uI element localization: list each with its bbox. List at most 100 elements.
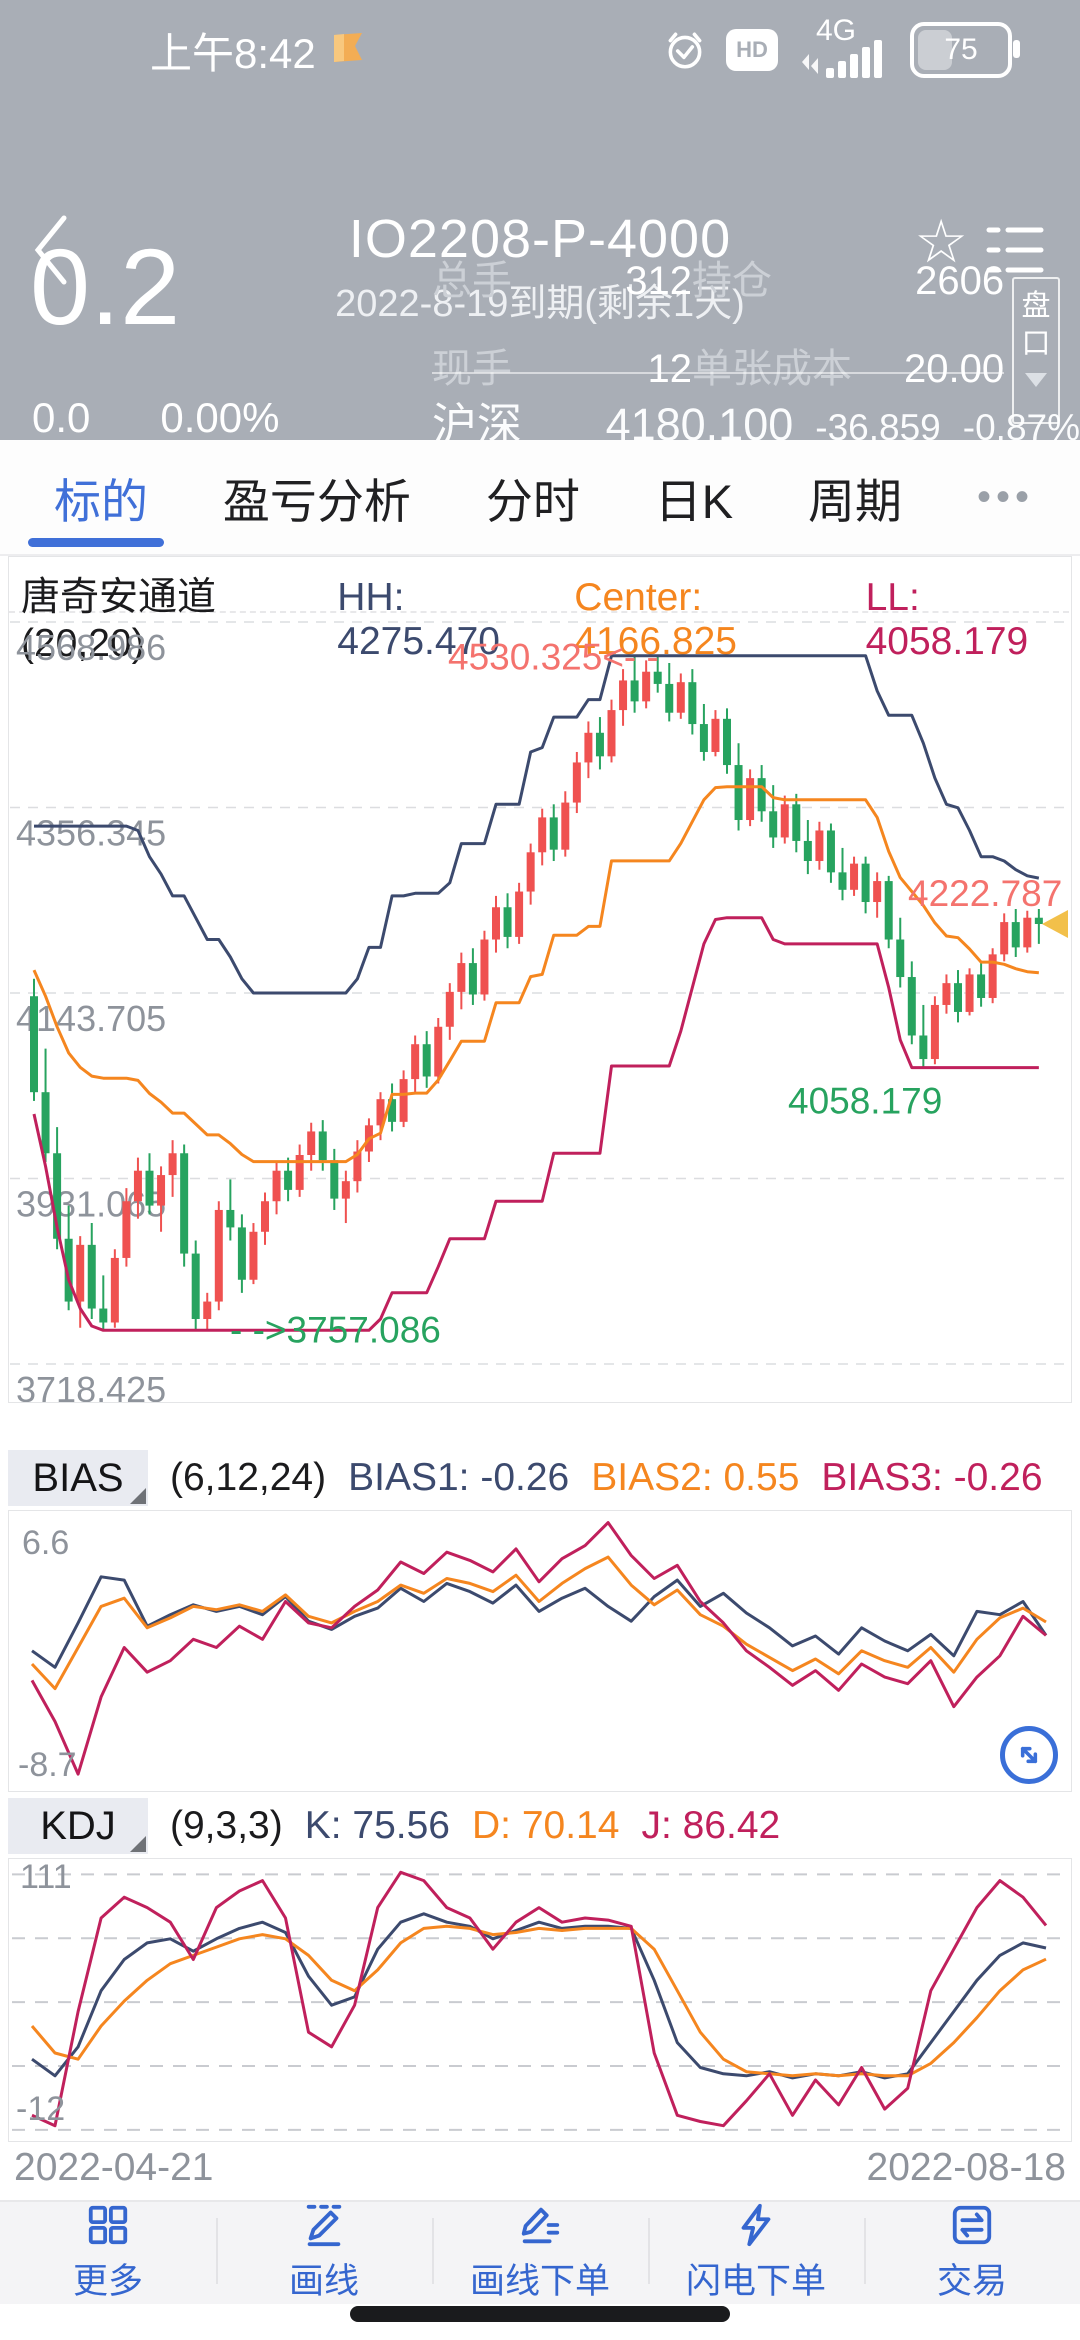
last-price: 0.2 <box>30 226 181 347</box>
top-panel: 上午8:42 HD 4G <box>0 0 1080 504</box>
start-date: 2022-04-21 <box>14 2146 214 2189</box>
kdj-chart-panel[interactable] <box>8 1858 1072 2142</box>
contract-title: IO2208-P-4000 <box>348 209 732 269</box>
price-change: 0.0 <box>32 394 91 441</box>
depth-panel-toggle[interactable]: 盘 口 <box>1012 277 1060 424</box>
chevron-down-icon <box>1025 373 1047 387</box>
main-chart-header: 唐奇安通道 (20,20) HH: 4275.470 Center: 4166.… <box>9 560 1069 665</box>
toolbar-label: 画线 <box>288 2262 359 2301</box>
depth-label: 盘 <box>1021 290 1051 322</box>
ll-value: LL: 4058.179 <box>865 576 1029 663</box>
svg-text:111: 111 <box>20 1858 72 1896</box>
hh-value: HH: 4275.470 <box>337 576 500 663</box>
bias-chart-panel[interactable] <box>8 1510 1072 1792</box>
contract-expiry: 2022-8-19到期(剩余1天) <box>335 283 745 325</box>
field-value: 20.00 <box>904 347 1005 391</box>
field-label: 单张成本 <box>692 347 852 391</box>
battery-percent: 75 <box>944 33 978 66</box>
svg-text:3718.425: 3718.425 <box>16 1369 166 1402</box>
note-flag-icon <box>333 33 362 62</box>
watchlist-menu-icon[interactable] <box>986 224 1044 276</box>
clock-time: 上午8:42 <box>150 29 316 77</box>
back-button[interactable] <box>30 212 74 288</box>
status-bar: 上午8:42 HD 4G <box>0 0 1080 100</box>
tab-underlying[interactable]: 标的 <box>54 474 148 528</box>
battery-icon: 75 <box>910 22 1020 78</box>
indicator-name[interactable]: 唐奇安通道 (20,20) <box>21 576 217 665</box>
kdj-params: (9,3,3) <box>170 1804 283 1847</box>
more-tabs-icon[interactable]: ••• <box>976 474 1034 519</box>
expand-arrows-icon <box>1020 1746 1038 1764</box>
home-indicator[interactable] <box>350 2306 730 2322</box>
trade-icon <box>952 2205 992 2245</box>
lightning-icon <box>741 2203 771 2247</box>
svg-text:-8.7: -8.7 <box>18 1746 77 1784</box>
svg-text:6.6: 6.6 <box>22 1524 69 1562</box>
grid-icon <box>88 2205 128 2245</box>
price-change-row: 0.0 0.00% <box>32 394 279 442</box>
d-value: D: 70.14 <box>472 1804 620 1847</box>
svg-text:4143.705: 4143.705 <box>16 998 166 1039</box>
tab-daily-k[interactable]: 日K <box>654 474 734 528</box>
toolbar-label: 更多 <box>72 2262 143 2301</box>
toolbar-label: 画线下单 <box>469 2262 610 2301</box>
draw-line-icon <box>306 2204 342 2247</box>
date-axis: 2022-04-21 2022-08-18 <box>14 2146 1066 2190</box>
bias-header: BIAS (6,12,24) BIAS1: -0.26 BIAS2: 0.55 … <box>8 1448 1070 1508</box>
svg-text:4356.345: 4356.345 <box>16 813 166 854</box>
bias-params: (6,12,24) <box>170 1456 327 1499</box>
field-value: 312 <box>625 259 692 303</box>
field-label: 持仓 <box>692 259 772 303</box>
draw-order-icon <box>521 2207 560 2244</box>
svg-text:4568.986: 4568.986 <box>16 627 166 668</box>
flash-order-button[interactable]: 闪电下单 <box>648 2202 864 2304</box>
alarm-icon <box>668 32 702 69</box>
price-change-pct: 0.00% <box>160 394 280 441</box>
hd-badge-icon: HD <box>726 29 778 71</box>
svg-text:-12: -12 <box>16 2090 65 2128</box>
bias1-value: BIAS1: -0.26 <box>348 1456 570 1499</box>
toolbar-label: 闪电下单 <box>685 2262 826 2301</box>
tab-intraday[interactable]: 分时 <box>485 474 580 528</box>
bias-chart[interactable]: 6.6 -8.7 <box>8 1510 1070 1790</box>
field-label: 总手 <box>432 259 512 303</box>
field-value: 2606 <box>915 259 1005 303</box>
toolbar-label: 交易 <box>936 2262 1007 2301</box>
quote-fields: 总手 312 持仓 2606 现手 12 单张成本 20.00 <box>432 248 1004 394</box>
bias-indicator-tab[interactable]: BIAS <box>8 1450 148 1506</box>
svg-text:3931.065: 3931.065 <box>16 1184 166 1225</box>
tab-pnl-analysis[interactable]: 盈亏分析 <box>222 474 411 528</box>
quote-divider <box>432 372 1004 374</box>
signal-icon: 4G <box>796 14 892 82</box>
main-chart-panel[interactable] <box>8 556 1072 1403</box>
active-tab-underline <box>28 538 164 547</box>
chart-tabbar: 标的 盈亏分析 分时 日K 周期 ••• <box>0 440 1080 556</box>
more-button[interactable]: 更多 <box>0 2202 216 2304</box>
app-header: IO2208-P-4000 2022-8-19到期(剩余1天) ☆ <box>0 100 1080 325</box>
favorite-star-icon[interactable]: ☆ <box>914 208 968 275</box>
kdj-indicator-tab[interactable]: KDJ <box>8 1798 148 1854</box>
svg-text:4058.179: 4058.179 <box>788 1081 942 1122</box>
bias2-value: BIAS2: 0.55 <box>591 1456 800 1499</box>
end-date: 2022-08-18 <box>866 2146 1067 2189</box>
draw-order-button[interactable]: 画线下单 <box>432 2202 648 2304</box>
k-value: K: 75.56 <box>304 1804 450 1847</box>
expand-chart-button[interactable] <box>1000 1726 1058 1784</box>
kdj-header: KDJ (9,3,3) K: 75.56 D: 70.14 J: 86.42 <box>8 1796 1070 1856</box>
candlestick-chart[interactable]: 4568.986 4356.345 4143.705 3931.065 3718.425… <box>8 616 1070 1402</box>
field-label: 现手 <box>432 347 512 391</box>
draw-line-button[interactable]: 画线 <box>216 2202 432 2304</box>
tab-period[interactable]: 周期 <box>808 474 903 528</box>
network-type: 4G <box>816 14 857 47</box>
svg-text:- ->3757.086: - ->3757.086 <box>230 1309 441 1350</box>
field-value: 12 <box>647 347 693 391</box>
bias3-value: BIAS3: -0.26 <box>821 1456 1043 1499</box>
svg-text:4530.325<- -: 4530.325<- - <box>448 637 659 678</box>
svg-text:4222.787: 4222.787 <box>908 873 1062 914</box>
kdj-chart[interactable]: 111 -12 <box>8 1858 1070 2140</box>
j-value: J: 86.42 <box>641 1804 781 1847</box>
trade-button[interactable]: 交易 <box>864 2202 1080 2304</box>
depth-label: 口 <box>1021 328 1051 360</box>
bottom-toolbar: 更多 画线 画线下单 闪电下单 <box>0 2200 1080 2304</box>
